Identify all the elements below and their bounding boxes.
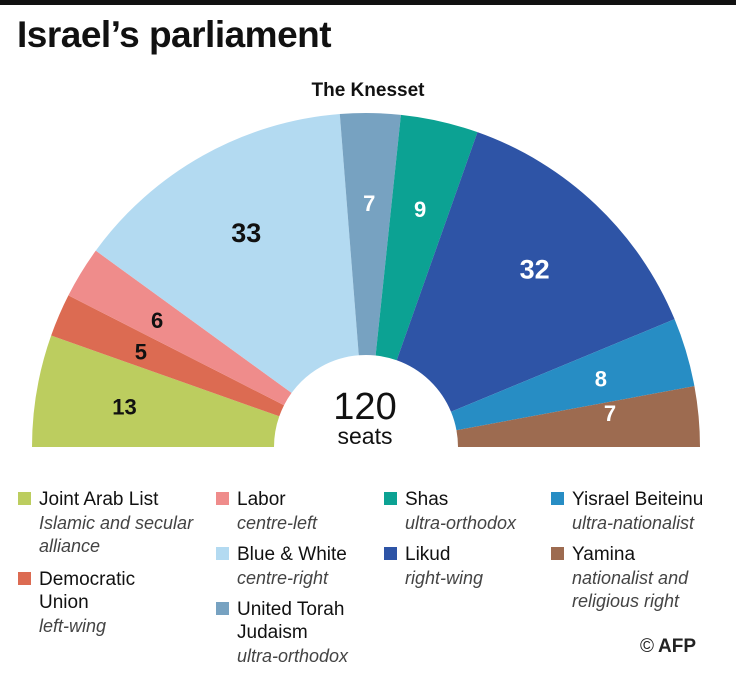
- slice-shas: [375, 114, 478, 361]
- legend-name: Likud: [405, 544, 451, 565]
- slice-democratic-union: [51, 295, 285, 417]
- slice-value-label: 33: [231, 218, 261, 248]
- legend-swatch: [216, 492, 229, 505]
- legend-swatch: [384, 547, 397, 560]
- legend-desc: centre-left: [237, 513, 318, 533]
- chart-title: Israel’s parliament: [17, 14, 332, 55]
- copyright-symbol: ©: [640, 636, 654, 657]
- slice-value-label: 5: [135, 339, 147, 364]
- legend-name: Shas: [405, 489, 449, 510]
- slice-yamina: [456, 386, 700, 447]
- center-value: 120: [333, 386, 396, 428]
- legend-desc: ultra-orthodox: [405, 513, 517, 533]
- top-rule: [0, 0, 736, 5]
- slice-value-label: 32: [520, 254, 550, 284]
- slice-value-label: 7: [604, 401, 616, 426]
- credit-text: AFP: [658, 636, 696, 657]
- legend-swatch: [551, 492, 564, 505]
- legend-swatch: [18, 492, 31, 505]
- slice-yisrael-beiteinu: [451, 319, 695, 431]
- legend-desc: ultra-orthodox: [237, 646, 349, 666]
- legend-desc: Islamic and secular alliance: [39, 513, 194, 556]
- legend-name: United Torah Judaism: [237, 599, 345, 643]
- slice-value-label: 7: [363, 191, 375, 216]
- slice-joint-arab-list: [32, 335, 280, 447]
- legend-name: Joint Arab List: [39, 489, 159, 510]
- slice-labor: [68, 250, 292, 406]
- legend-swatch: [551, 547, 564, 560]
- legend-name: Yamina: [572, 544, 636, 565]
- legend-desc: right-wing: [405, 568, 484, 588]
- legend-desc: nationalist and religious right: [572, 568, 689, 611]
- chart-subtitle: The Knesset: [311, 80, 425, 101]
- legend-name: Yisrael Beiteinu: [572, 489, 704, 510]
- legend-swatch: [216, 547, 229, 560]
- legend-swatch: [216, 602, 229, 615]
- legend-desc: centre-right: [237, 568, 329, 588]
- credit: © AFP: [640, 636, 696, 658]
- slice-value-label: 9: [414, 197, 426, 222]
- slice-value-label: 6: [151, 308, 163, 333]
- center-unit: seats: [338, 423, 393, 449]
- semicircle-chart: 13 56 33 7 9 32 8 7 120 seats: [32, 113, 700, 449]
- legend-desc: left-wing: [39, 616, 107, 636]
- slice-value-label: 8: [595, 366, 607, 391]
- slice-value-label: 13: [112, 395, 136, 420]
- slice-likud: [396, 132, 675, 412]
- legend-name: Labor: [237, 489, 286, 510]
- slice-blue-white: [95, 114, 359, 393]
- legend-name: Democratic Union: [39, 569, 136, 613]
- legend-swatch: [18, 572, 31, 585]
- legend-desc: ultra-nationalist: [572, 513, 695, 533]
- slice-united-torah-judaism: [339, 113, 401, 356]
- legend-swatch: [384, 492, 397, 505]
- legend-name: Blue & White: [237, 544, 347, 565]
